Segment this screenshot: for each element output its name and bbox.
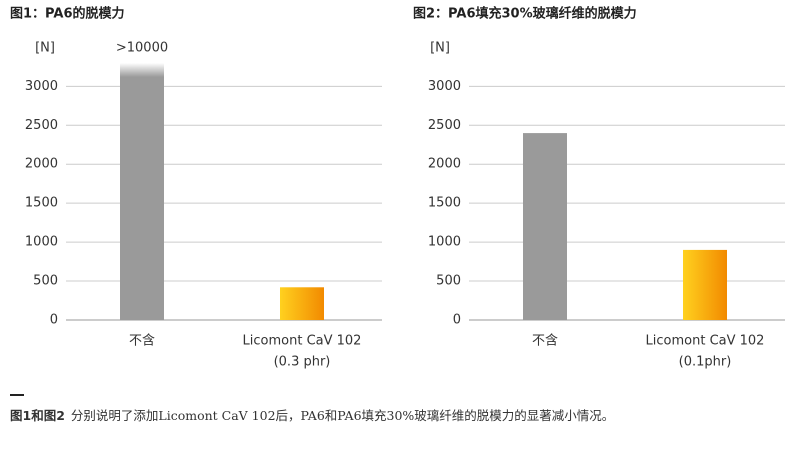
y-unit: [N] xyxy=(35,41,55,56)
value-label: >10000 xyxy=(116,41,168,56)
chart-title: 图2：PA6填充30%玻璃纤维的脱模力 xyxy=(413,6,637,22)
y-tick-label: 3000 xyxy=(428,79,461,94)
chart-title: 图1：PA6的脱模力 xyxy=(10,6,125,22)
y-tick-label: 0 xyxy=(50,313,58,328)
y-tick-label: 2000 xyxy=(25,157,58,172)
x-tick-label: (0.3 phr) xyxy=(274,355,331,370)
y-tick-label: 3000 xyxy=(25,79,58,94)
bar-break-fade xyxy=(120,63,164,77)
bar xyxy=(280,287,324,320)
y-tick-label: 1500 xyxy=(25,196,58,211)
y-tick-label: 500 xyxy=(33,274,58,289)
y-tick-label: 500 xyxy=(436,274,461,289)
y-tick-label: 2500 xyxy=(25,118,58,133)
bar xyxy=(120,63,164,320)
y-tick-label: 1500 xyxy=(428,196,461,211)
bar xyxy=(683,249,727,320)
y-unit: [N] xyxy=(430,41,450,56)
x-tick-label: Licomont CaV 102 xyxy=(243,334,362,349)
caption: 图1和图2 分别说明了添加Licomont CaV 102后，PA6和PA6填充3… xyxy=(10,408,614,423)
bar xyxy=(523,133,567,320)
x-tick-label: 不含 xyxy=(532,333,558,349)
x-tick-label: Licomont CaV 102 xyxy=(646,334,765,349)
y-tick-label: 2500 xyxy=(428,118,461,133)
y-tick-label: 0 xyxy=(453,313,461,328)
caption-label: 图1和图2 xyxy=(10,408,65,423)
y-tick-label: 1000 xyxy=(428,235,461,250)
y-tick-label: 2000 xyxy=(428,157,461,172)
x-tick-label: 不含 xyxy=(129,333,155,349)
x-tick-label: (0.1phr) xyxy=(679,355,732,370)
caption-text: 分别说明了添加Licomont CaV 102后，PA6和PA6填充30%玻璃纤… xyxy=(71,408,614,423)
y-tick-label: 1000 xyxy=(25,235,58,250)
